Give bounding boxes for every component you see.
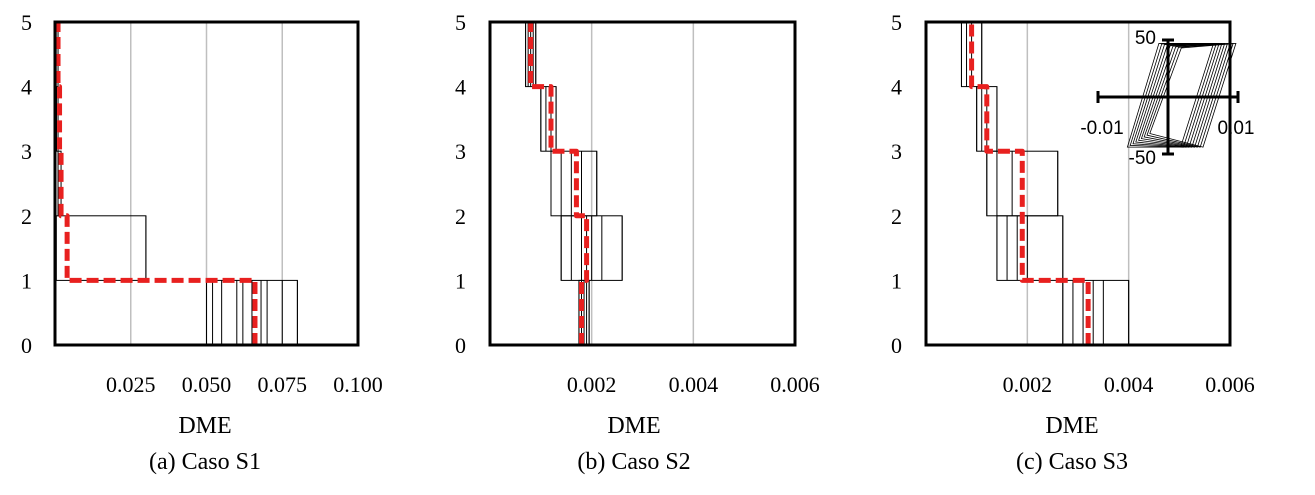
y-tick-label-5: 4 [21,75,32,100]
y-tick-label-5: 4 [455,75,466,100]
inset-x-tick-label-1: -0.01 [1080,118,1123,139]
x-tick-label-1: 0.002 [567,372,617,397]
x-tick-label-4: 0.100 [333,372,383,397]
hysteresis-loop-9 [1149,42,1237,148]
inset-y-tick-label-1: 50 [1135,28,1156,49]
x-tick-label-3: 0.075 [258,372,308,397]
hysteresis-loop-5 [1138,42,1226,148]
hysteresis-loop-1 [1126,43,1215,148]
y-tick-label-2: 1 [455,268,466,293]
x-axis-label: DME [178,413,231,439]
chart-panel-3: 0 1 2 3 4 5 0.002 0.004 0.006 DME (c) Caso S3 -0.01… [891,10,1255,475]
plot-frame [488,20,797,347]
inset-hysteresis: -0.01 0.01 50 -50 [1080,28,1254,169]
y-tick-label-2: 1 [891,268,902,293]
panel-caption: (c) Caso S3 [1016,449,1128,475]
x-tick-label-1: 0.025 [106,372,156,397]
y-tick-label-5: 4 [891,75,902,100]
chart-panel-2: 0 1 2 3 4 5 0.002 0.004 0.006 DME (b) Caso S2 [455,10,820,475]
y-tick-label-4: 3 [21,139,32,164]
y-tick-label-4: 3 [455,139,466,164]
mean-line [969,22,1091,345]
x-tick-label-2: 0.004 [669,372,719,397]
envelope-story-2 [55,215,147,281]
y-tick-label-1: 0 [21,333,32,358]
panel-caption: (a) Caso S1 [149,449,261,475]
y-tick-label-6: 5 [891,10,902,35]
chart-panel-1: 0 1 2 3 4 5 0.025 0.050 0.075 0.100 DME (a) Caso S1 [21,10,383,475]
x-tick-label-3: 0.006 [1205,372,1255,397]
mean-line [55,22,258,345]
plot-frame [53,20,360,347]
y-tick-label-1: 0 [455,333,466,358]
y-tick-label-6: 5 [21,10,32,35]
envelope-story-3 [550,150,598,217]
envelope-story-4 [540,86,557,152]
y-tick-label-2: 1 [21,268,32,293]
y-tick-label-3: 2 [891,204,902,229]
inset-y-tick-label-2: -50 [1129,148,1156,169]
x-tick-label-2: 0.050 [182,372,232,397]
plot-frame [924,20,1232,347]
inset-x-tick-label-2: 0.01 [1218,118,1255,139]
y-tick-label-3: 2 [21,204,32,229]
panel-caption: (b) Caso S2 [577,449,690,475]
x-tick-label-3: 0.006 [770,372,820,397]
x-axis-label: DME [607,413,660,439]
mean-line [528,22,590,345]
y-tick-label-1: 0 [891,333,902,358]
y-tick-label-6: 5 [455,10,466,35]
x-tick-label-1: 0.002 [1003,372,1053,397]
x-axis-label: DME [1045,413,1098,439]
y-tick-label-3: 2 [455,204,466,229]
y-tick-label-4: 3 [891,139,902,164]
x-tick-label-2: 0.004 [1104,372,1154,397]
